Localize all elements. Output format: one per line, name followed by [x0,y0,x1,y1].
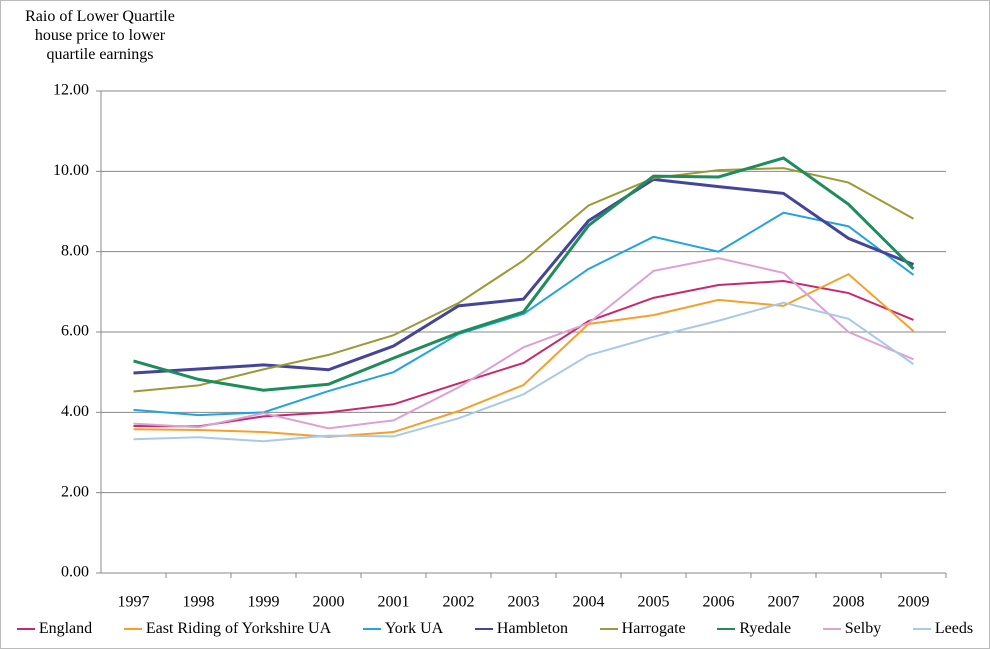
x-tick-label: 2003 [508,594,540,611]
legend-label: Selby [844,620,882,637]
legend-label: Hambleton [496,620,568,637]
legend: England East Riding of Yorkshire UA York U… [1,620,989,638]
x-tick-label: 1998 [183,594,215,611]
legend-swatch [123,628,142,630]
x-tick-label: 1999 [248,594,280,611]
y-tick-label: 6.00 [61,323,89,340]
series-line [133,301,915,443]
legend-item: Harrogate [599,620,686,638]
x-tick-label: 2002 [443,594,475,611]
x-tick-label: 2009 [898,594,930,611]
x-tick-label: 2005 [638,594,670,611]
legend-swatch [16,628,35,630]
series-line [133,167,914,393]
legend-swatch [474,628,493,630]
legend-label: England [38,620,93,637]
y-tick-label: 4.00 [61,403,89,420]
series-line [133,156,915,392]
legend-swatch [362,628,381,630]
series-line [133,279,914,428]
x-tick-label: 2001 [378,594,410,611]
legend-item: Hambleton [474,620,568,638]
x-tick-label: 1997 [118,594,150,611]
y-tick-label: 12.00 [53,82,89,99]
series-line [133,257,914,430]
legend-item: Ryedale [717,620,791,638]
legend-label: York UA [384,620,444,637]
legend-label: Leeds [934,620,974,637]
legend-item: Leeds [912,620,974,638]
x-tick-label: 2007 [768,594,800,611]
series-line [133,272,915,438]
y-tick-label: 8.00 [61,242,89,259]
legend-item: East Riding of Yorkshire UA [123,620,332,638]
legend-swatch [717,628,736,630]
legend-item: Selby [822,620,882,638]
y-tick-label: 10.00 [53,162,89,179]
y-axis-title: Raio of Lower Quartile house price to lo… [25,8,175,63]
legend-item: England [16,620,93,638]
y-tick-label: 0.00 [61,564,89,581]
y-tick-label: 2.00 [61,483,89,500]
series-line [133,177,915,375]
x-tick-label: 2008 [833,594,865,611]
legend-swatch [822,628,841,630]
legend-swatch [599,628,618,630]
legend-label: Ryedale [739,620,792,637]
x-tick-label: 2004 [573,594,605,611]
x-tick-label: 2000 [313,594,345,611]
legend-label: East Riding of Yorkshire UA [145,620,332,637]
legend-swatch [912,628,931,630]
legend-label: Harrogate [621,620,686,637]
x-tick-label: 2006 [703,594,735,611]
legend-item: York UA [362,620,444,638]
y-axis-title-box: Raio of Lower Quartile house price to lo… [5,7,195,64]
